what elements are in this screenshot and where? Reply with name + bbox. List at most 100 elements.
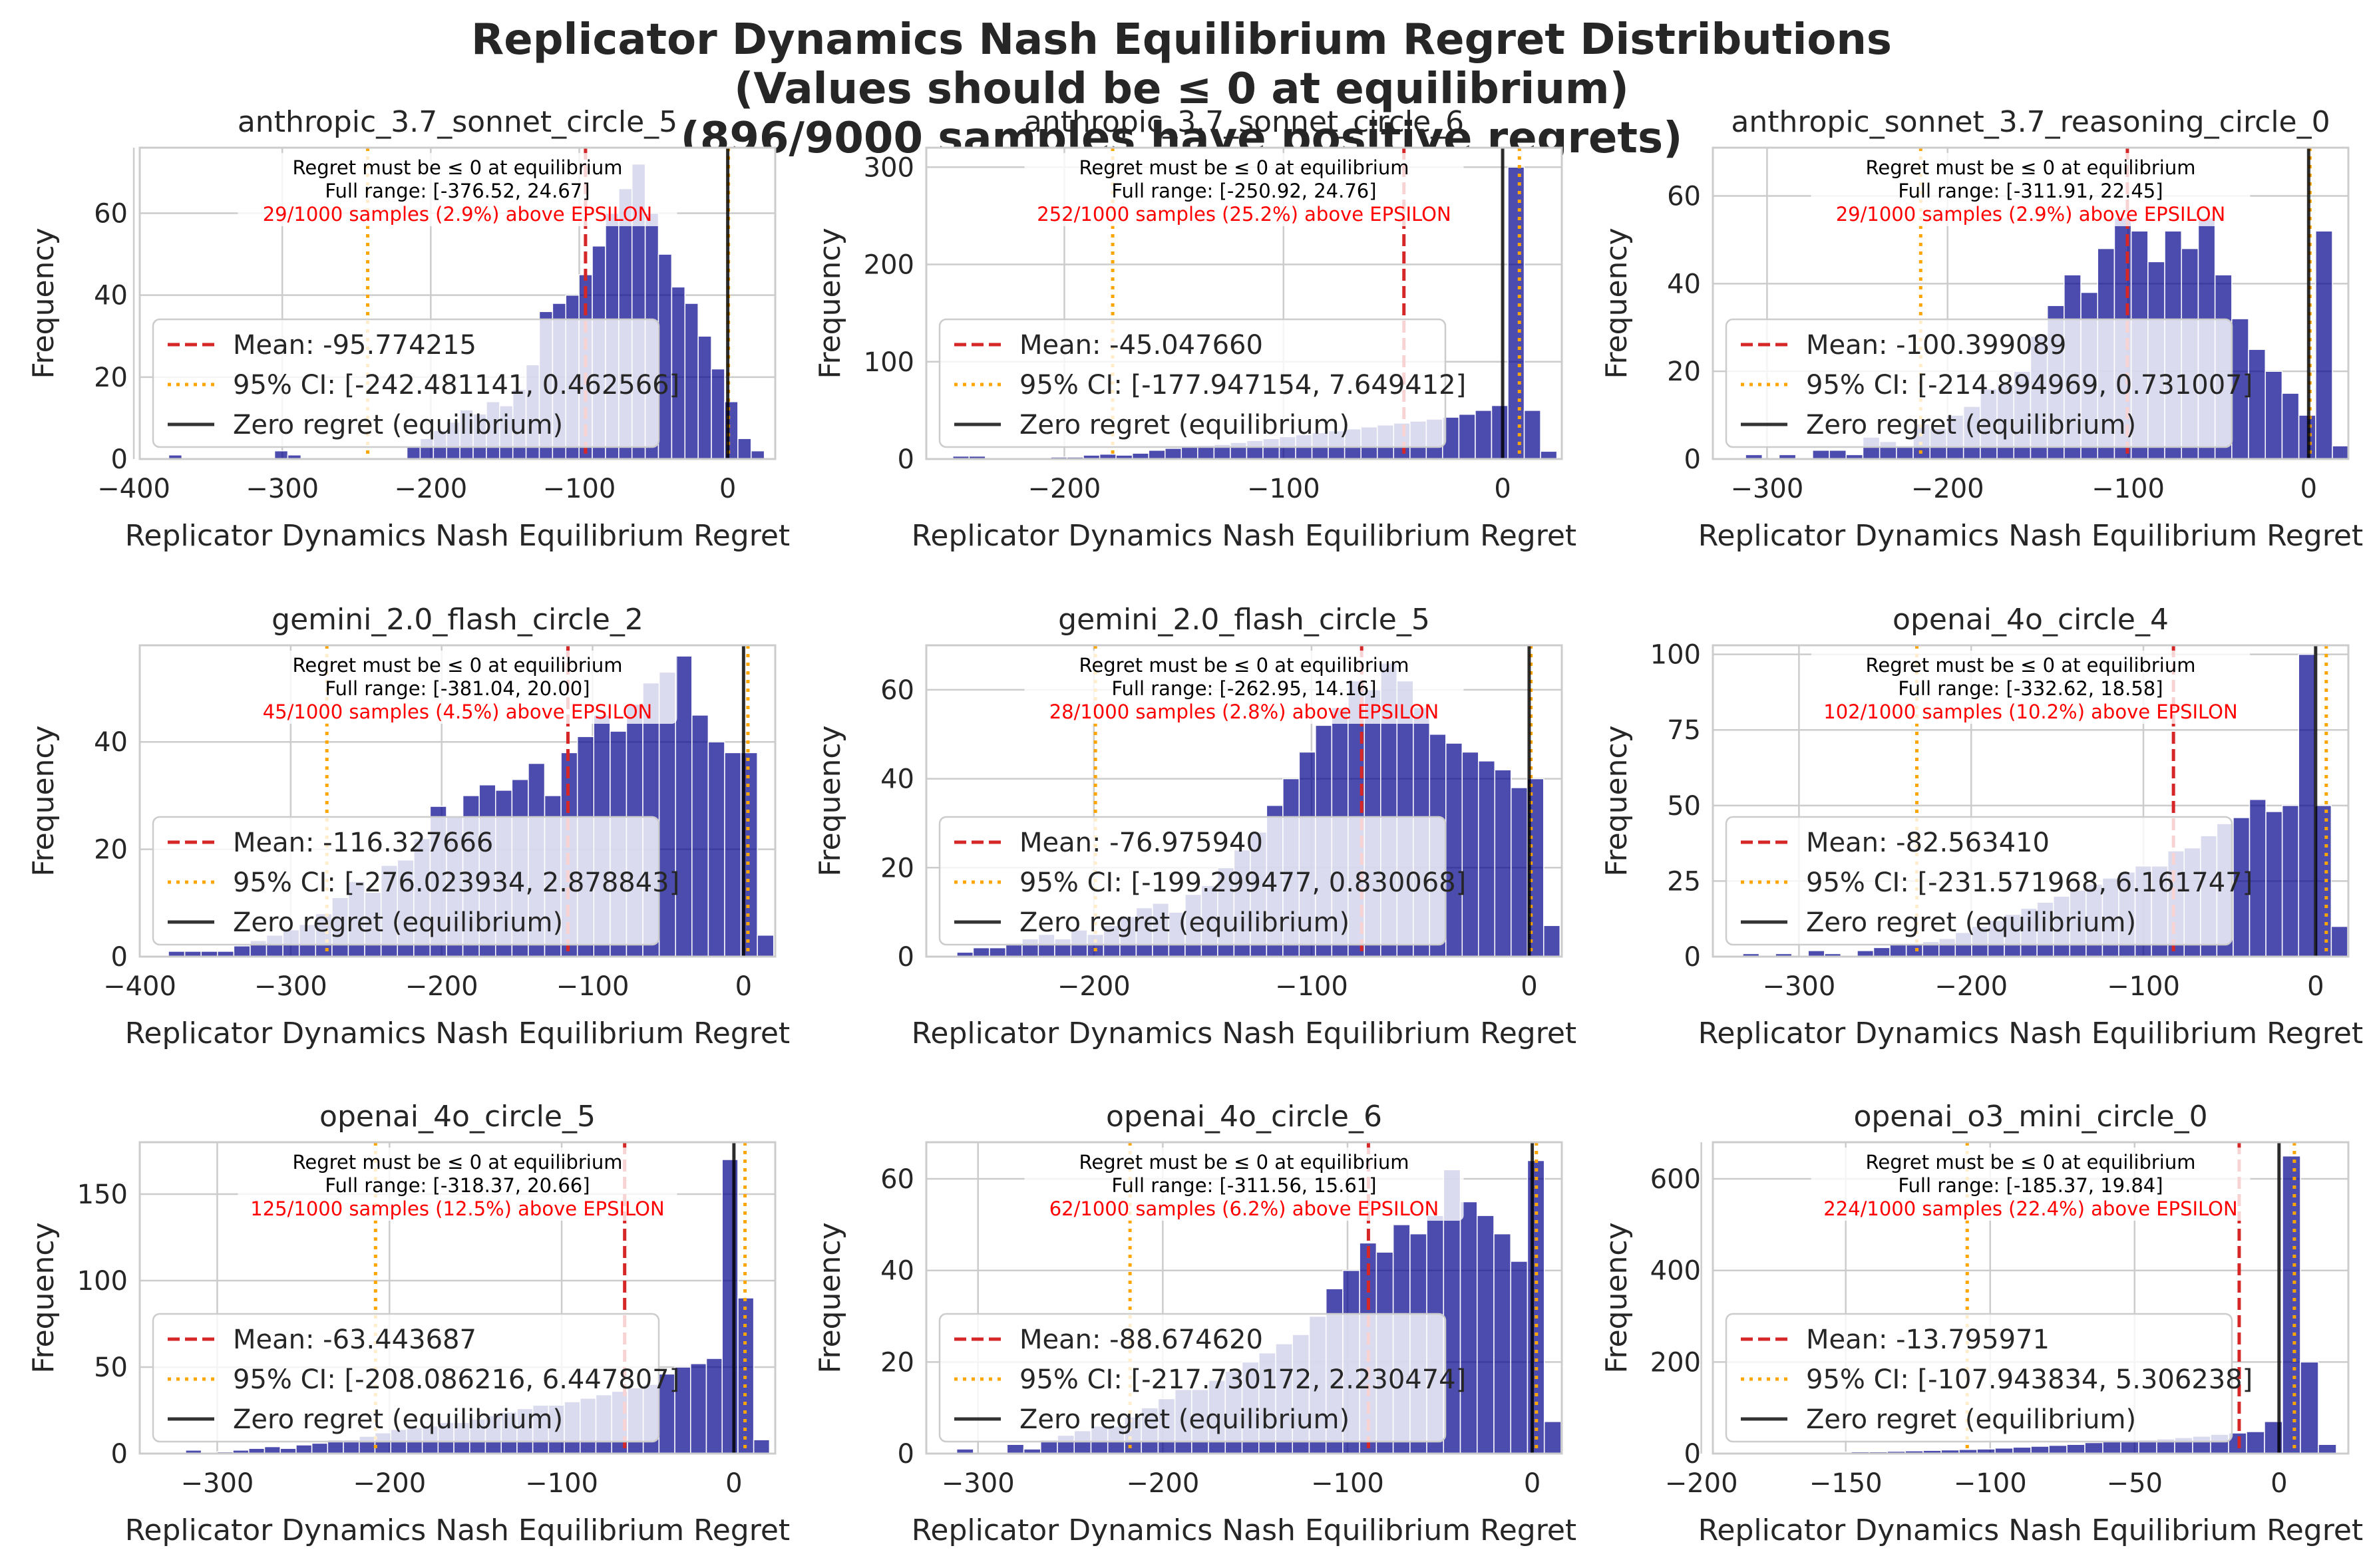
y-tick-label: 40 <box>94 727 128 758</box>
x-tick-label: −300 <box>942 1468 1015 1499</box>
x-tick-label: −200 <box>1028 474 1101 504</box>
histogram-bar <box>273 450 289 460</box>
annotation-full-range: Full range: [-381.04, 20.00] <box>325 677 590 700</box>
x-tick-label: −200 <box>1126 1468 1199 1499</box>
legend-entry: 95% CI: [-107.943834, 5.306238] <box>1806 1364 2253 1395</box>
annotation-equilibrium-note: Regret must be ≤ 0 at equilibrium <box>293 1151 623 1174</box>
histogram-bar <box>2066 1444 2086 1454</box>
annotation-epsilon-count: 29/1000 samples (2.9%) above EPSILON <box>1836 203 2226 226</box>
axes-frame <box>1712 644 2350 958</box>
histogram-bar <box>2265 811 2283 957</box>
y-axis-label: Frequency <box>1600 725 1634 876</box>
legend-box <box>152 1313 660 1443</box>
axes-frame <box>925 146 1563 460</box>
y-axis-label: Frequency <box>27 725 61 876</box>
y-tick-label: 25 <box>1667 866 1701 897</box>
histogram-bar <box>233 945 251 957</box>
x-tick-label: −100 <box>2107 971 2180 1002</box>
annotation-full-range: Full range: [-332.62, 18.58] <box>1898 677 2163 700</box>
subplot-5: −200 −100 0 0 20 40 60 Replicator Dynamics Nash… <box>813 603 1576 1050</box>
y-tick-label: 100 <box>864 347 914 378</box>
axes-frame <box>138 1141 777 1455</box>
y-axis-label: Frequency <box>27 1222 61 1373</box>
legend-entry: 95% CI: [-214.894969, 0.731007] <box>1806 370 2253 400</box>
y-axis-label: Frequency <box>1600 1222 1634 1373</box>
x-tick-label: −100 <box>543 474 616 504</box>
histogram-bar <box>2048 1444 2068 1454</box>
legend-entry: 95% CI: [-208.086216, 6.447807] <box>233 1364 679 1395</box>
axes-frame <box>925 644 1563 958</box>
y-tick-label: 100 <box>1650 640 1701 671</box>
subplot-title: anthropic_3.7_sonnet_circle_5 <box>238 105 677 139</box>
subplot-title: openai_4o_circle_4 <box>1893 603 2169 637</box>
x-tick-label: −300 <box>1762 971 1835 1002</box>
annotation-box <box>1811 1148 2251 1221</box>
annotation-box <box>1811 153 2251 226</box>
histogram-bar <box>737 438 752 460</box>
x-tick-label: −100 <box>1275 971 1348 1002</box>
histogram-bar <box>2120 1440 2139 1454</box>
annotation-equilibrium-note: Regret must be ≤ 0 at equilibrium <box>1866 654 2196 677</box>
annotation-epsilon-count: 28/1000 samples (2.8%) above EPSILON <box>1049 701 1439 723</box>
histogram-bar <box>1491 404 1509 460</box>
x-tick-label: 0 <box>1524 1468 1541 1499</box>
subplot-7: −300 −200 −100 0 0 50 100 150 Replicator Dynamic… <box>27 1100 790 1547</box>
x-tick-label: 0 <box>2307 971 2324 1002</box>
x-tick-label: −200 <box>1057 971 1131 1002</box>
histogram-bar <box>1461 751 1479 957</box>
annotation-full-range: Full range: [-250.92, 24.76] <box>1111 180 1376 202</box>
histogram-bar <box>697 335 712 460</box>
y-tick-label: 60 <box>880 1164 914 1195</box>
x-axis-label: Replicator Dynamics Nash Equilibrium Reg… <box>1698 1513 2363 1547</box>
x-axis-label: Replicator Dynamics Nash Equilibrium Reg… <box>1698 519 2363 553</box>
y-tick-label: 60 <box>94 199 128 230</box>
legend-box <box>938 1313 1447 1443</box>
x-tick-label: 0 <box>725 1468 742 1499</box>
subplot-2: −200 −100 0 0 100 200 300 Replicator Dynamics N… <box>813 105 1576 553</box>
annotation-epsilon-count: 125/1000 samples (12.5%) above EPSILON <box>250 1197 664 1220</box>
annotation-box <box>238 1148 677 1221</box>
x-tick-label: −100 <box>2091 474 2165 504</box>
x-tick-label: −300 <box>181 1468 254 1499</box>
legend-entry: 95% CI: [-242.481141, 0.462566] <box>233 370 679 400</box>
x-axis-label: Replicator Dynamics Nash Equilibrium Reg… <box>125 1513 790 1547</box>
y-tick-label: 40 <box>1667 269 1701 299</box>
histogram-bar <box>1494 769 1512 957</box>
subplot-6: −300 −200 −100 0 0 25 50 75 100 Replicator Dynami… <box>1600 603 2363 1050</box>
annotation-equilibrium-note: Regret must be ≤ 0 at equilibrium <box>1079 156 1409 179</box>
x-tick-label: 0 <box>735 971 752 1002</box>
histogram-bar <box>1510 1261 1529 1454</box>
figure-title-line-1: Replicator Dynamics Nash Equilibrium Reg… <box>471 15 1892 65</box>
annotation-equilibrium-note: Regret must be ≤ 0 at equilibrium <box>1079 654 1409 677</box>
legend-entry: Zero regret (equilibrium) <box>233 907 563 938</box>
y-tick-label: 600 <box>1650 1164 1701 1195</box>
y-tick-label: 20 <box>880 853 914 883</box>
legend-box <box>938 816 1447 946</box>
histogram-bar <box>2246 1431 2265 1454</box>
histogram-bar <box>2233 817 2251 957</box>
legend-entry: Mean: -116.327666 <box>233 828 493 858</box>
histogram-bar <box>2332 445 2350 460</box>
x-tick-label: 0 <box>2300 474 2317 504</box>
x-tick-label: −200 <box>1911 474 1984 504</box>
x-tick-label: −100 <box>525 1468 598 1499</box>
histogram-bar <box>2318 1444 2337 1454</box>
histogram-bar <box>757 934 775 957</box>
histogram-bar <box>711 368 725 460</box>
y-tick-label: 75 <box>1667 715 1701 746</box>
legend-entry: 95% CI: [-231.571968, 6.161747] <box>1806 867 2253 898</box>
legend-entry: Mean: -95.774215 <box>233 330 476 361</box>
y-tick-label: 0 <box>111 1439 128 1470</box>
x-tick-label: −200 <box>405 971 478 1002</box>
subplot-title: gemini_2.0_flash_circle_2 <box>272 603 643 637</box>
x-tick-label: −200 <box>1665 1468 1738 1499</box>
y-tick-label: 60 <box>1667 182 1701 212</box>
y-tick-label: 0 <box>1684 444 1701 475</box>
annotation-equilibrium-note: Regret must be ≤ 0 at equilibrium <box>1866 156 2196 179</box>
subplot-title: openai_4o_circle_6 <box>1106 1100 1382 1134</box>
y-tick-label: 40 <box>880 1256 914 1287</box>
histogram-bar <box>1511 787 1529 957</box>
legend-entry: Mean: -88.674620 <box>1019 1325 1263 1355</box>
histogram-bar <box>2030 1446 2050 1454</box>
histogram-bar <box>989 947 1007 957</box>
